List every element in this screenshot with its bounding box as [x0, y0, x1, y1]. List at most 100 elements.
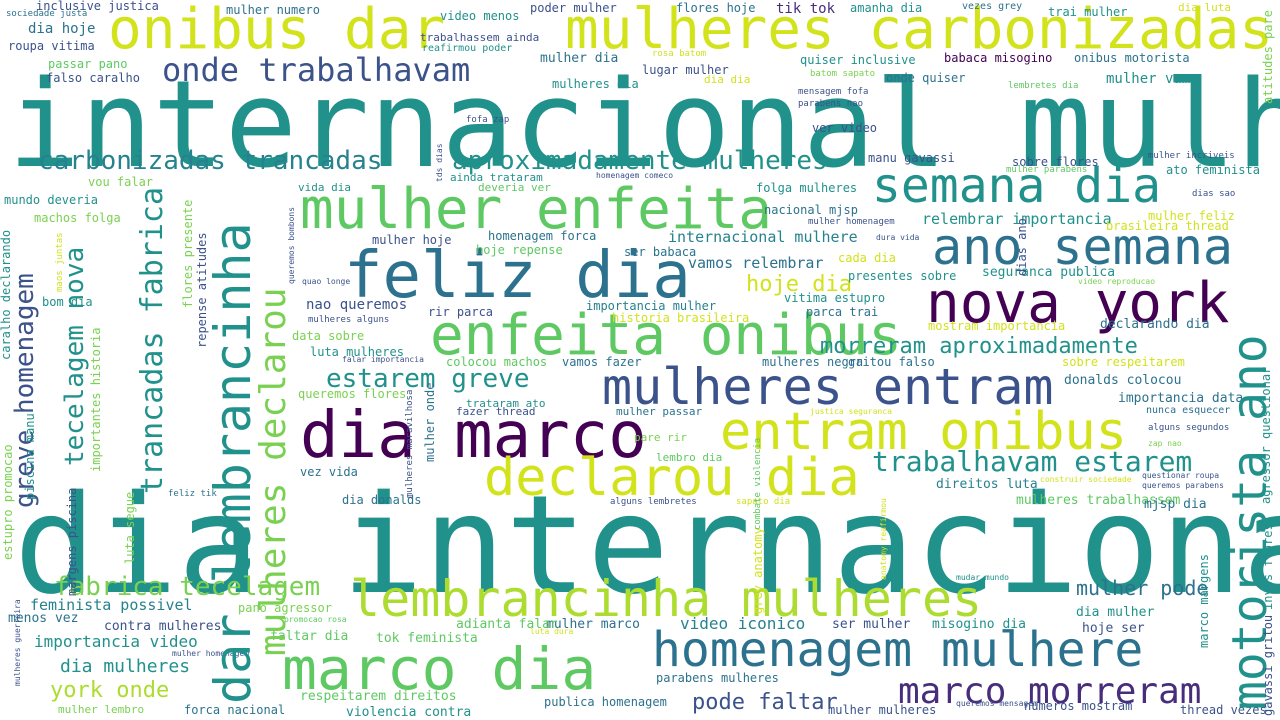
word: dia hoje [28, 21, 96, 37]
word: machos folga [34, 211, 121, 225]
word: aproximadamente mulheres [452, 146, 828, 176]
word: construir sociedade [1040, 475, 1132, 484]
word: promocao rosa [284, 615, 347, 624]
word: importantes historia [89, 327, 103, 473]
word: rosa batom [652, 49, 707, 59]
word: lembro dia [656, 451, 723, 464]
word: internacional mulhere [668, 228, 858, 246]
word: presentes sobre [848, 269, 957, 283]
word: internacional mulher [8, 56, 1280, 195]
word: maos juntas [55, 232, 65, 292]
word: negras importantes [4, 386, 15, 387]
word: inclusive justica [36, 0, 159, 13]
word: trabalhassem ainda [420, 31, 540, 44]
word: enfeita onibus [430, 303, 903, 368]
word: agressor questionar [1259, 366, 1273, 504]
word: menos vez [8, 611, 79, 626]
word: queremos parabens [1142, 481, 1224, 490]
word: parabens mulheres [656, 671, 779, 685]
word: mundo deveria [4, 193, 98, 207]
word: quiser inclusive [800, 53, 916, 67]
word: mulheres dia [552, 77, 639, 91]
word: misogino dia [932, 617, 1026, 632]
word: onibus dar [108, 0, 446, 62]
word: feminista possivel [30, 596, 193, 614]
word: dia marco [300, 399, 647, 473]
word: mulher onde [423, 382, 437, 462]
word: homenagem forca [488, 229, 597, 243]
word: vou falar [88, 175, 154, 189]
word: marco dia [282, 635, 597, 703]
word: mulher numero [226, 3, 320, 17]
word: atitudes pare [1261, 10, 1275, 104]
word: sobre flores [1012, 155, 1099, 169]
word: forca nacional [184, 703, 286, 717]
word: historia brasileira [612, 311, 750, 325]
word: faltar dia [270, 629, 349, 644]
word: brasileira thread [1106, 219, 1229, 233]
word: parca trai [806, 305, 879, 319]
word: tok feminista [376, 631, 478, 646]
word: fazer thread [456, 405, 536, 418]
word: cada dia [838, 251, 896, 265]
word: amanha dia [850, 1, 923, 15]
word: video reproducao [1078, 277, 1156, 286]
word: dias sao [1192, 189, 1236, 199]
word: mulher vamo [1106, 71, 1199, 87]
word: poder mulher [530, 1, 617, 15]
word: babaca misogino [944, 51, 1053, 65]
word: ato feminista [1166, 163, 1260, 177]
word: homenagem comeco [596, 171, 674, 180]
word: adianta falar [456, 617, 558, 632]
word: nunca esquecer [1146, 405, 1231, 416]
word: vez vida [300, 465, 358, 479]
word: feliz tik [168, 489, 217, 499]
word: mulher lembro [58, 703, 145, 716]
word: bom dia [42, 295, 93, 309]
word: luta segue [123, 491, 137, 564]
word: queremos bombons [287, 206, 296, 284]
word: dia internacional [14, 467, 1280, 625]
word: lembretes dia [1008, 81, 1079, 91]
word: dia mulher [1076, 605, 1155, 620]
word: semana dia [872, 158, 1161, 214]
word: mjsp dia [1144, 497, 1207, 512]
word: fabrica tecelagem [54, 572, 321, 602]
word: batom sapato [810, 69, 876, 79]
word: vida dia [298, 181, 351, 194]
word: marco margens [1197, 554, 1211, 648]
word: marco morreram [898, 671, 1202, 712]
word: vamos fazer [562, 355, 642, 369]
word: dia dia [704, 73, 751, 86]
word: dias ano [1015, 218, 1029, 276]
word: gritou falso [848, 355, 935, 369]
word: respeitarem direitos [300, 689, 457, 704]
word: vitima estupro [784, 291, 886, 305]
word: dia luta [1178, 1, 1231, 14]
word: flores hoje [676, 1, 756, 15]
word: mulher incriveis [1148, 151, 1235, 161]
word: mulheres negra [762, 355, 864, 369]
word: morreram aproximadamente [820, 334, 1138, 359]
word: tik tok [776, 1, 836, 17]
word: quao longe [302, 277, 351, 286]
word: caralho declarando [0, 229, 13, 360]
word: lugar mulher [642, 63, 729, 77]
word: pano agressor [238, 601, 332, 615]
word: luta dura [530, 627, 574, 636]
word: nao queremos [306, 297, 408, 313]
word: justica seguranca [810, 407, 892, 416]
word: combate violencia [753, 437, 763, 530]
word: seguranca publica [982, 265, 1116, 280]
word: homenagem mulhere [652, 622, 1144, 678]
word: trataram ato [466, 397, 546, 410]
word: mulher lembrete [1010, 70, 1011, 80]
word: mulheres entram [602, 358, 1054, 416]
word: mulheres maravilhosa [405, 389, 415, 498]
word: passar pano [48, 57, 128, 71]
word: video menos [440, 9, 520, 23]
word: ainda trataram [450, 171, 543, 184]
word: alguns lembretes [610, 497, 697, 507]
word: nova york [926, 271, 1230, 336]
